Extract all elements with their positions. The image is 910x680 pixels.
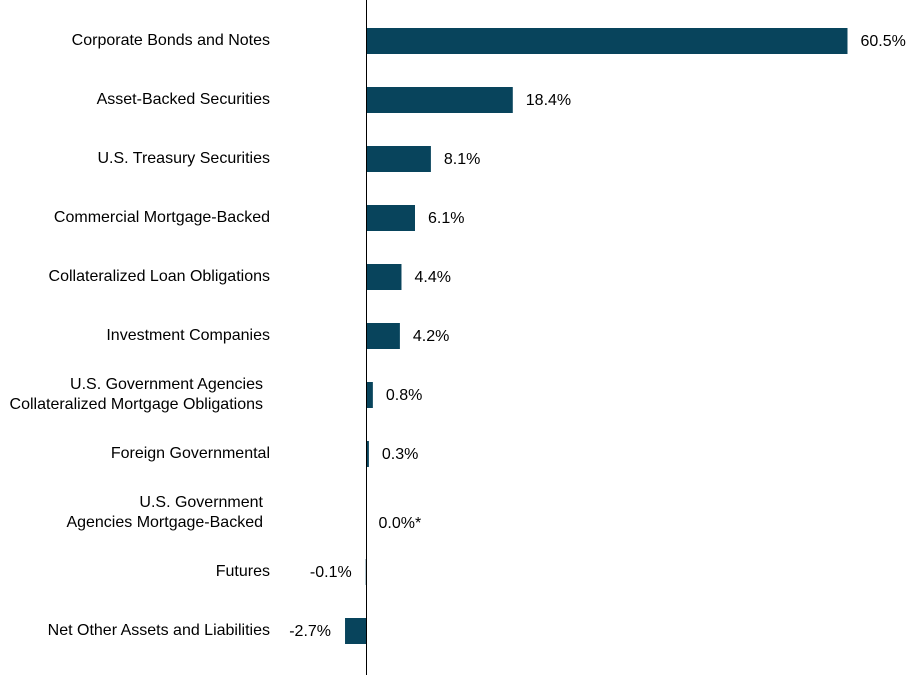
labels-layer: Corporate Bonds and Notes 60.5% Asset-Back… (10, 32, 906, 640)
bar (345, 618, 367, 644)
category-label: Collateralized Mortgage Obligations (10, 396, 263, 413)
category-label: Asset-Backed Securities (97, 91, 270, 108)
data-label: -0.1% (310, 564, 352, 581)
bar (366, 441, 369, 467)
bar (366, 146, 431, 172)
bar (366, 205, 415, 231)
category-label: Futures (216, 563, 270, 580)
data-label: 60.5% (861, 33, 906, 50)
data-label: 0.8% (386, 387, 422, 404)
bars-layer (345, 28, 848, 644)
data-label: 0.3% (382, 446, 418, 463)
bar (366, 28, 848, 54)
bar (366, 382, 373, 408)
category-label: Collateralized Loan Obligations (49, 268, 270, 285)
bar (366, 264, 402, 290)
data-label: -2.7% (289, 623, 331, 640)
category-label: U.S. Treasury Securities (98, 150, 271, 167)
category-label: Net Other Assets and Liabilities (48, 622, 270, 639)
category-label: Commercial Mortgage-Backed (54, 209, 270, 226)
bar (366, 87, 513, 113)
category-label: U.S. Government (139, 494, 263, 511)
data-label: 6.1% (428, 210, 464, 227)
category-label: U.S. Government Agencies (70, 376, 263, 393)
data-label: 0.0%* (379, 515, 422, 532)
category-label: Foreign Governmental (111, 445, 270, 462)
data-label: 4.4% (414, 269, 450, 286)
category-label: Agencies Mortgage-Backed (66, 514, 263, 531)
category-label: Corporate Bonds and Notes (72, 32, 270, 49)
bar (366, 323, 400, 349)
data-label: 8.1% (444, 151, 480, 168)
category-label: Investment Companies (106, 327, 270, 344)
data-label: 4.2% (413, 328, 449, 345)
data-label: 18.4% (526, 92, 571, 109)
